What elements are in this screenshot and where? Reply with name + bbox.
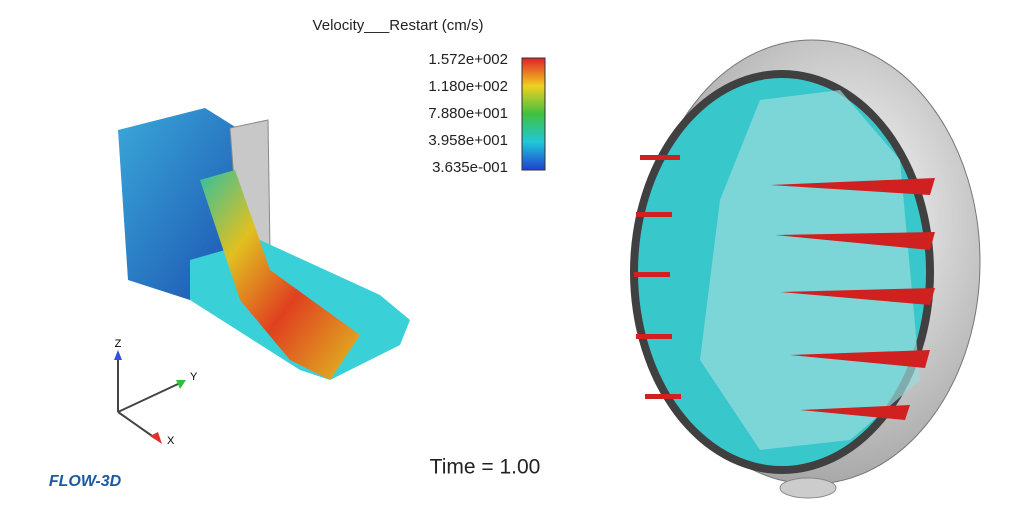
drum-model [630,39,981,499]
time-label: Time = 1.00 [430,456,541,479]
legend-label: 3.958e+001 [428,132,508,149]
legend-label: 3.635e-001 [432,159,508,176]
legend-label: 7.880e+001 [428,105,508,122]
legend-label: 1.180e+002 [428,78,508,95]
weir-model [118,108,410,380]
axis-label: Y [190,371,198,383]
axis-triad: Z Y X [114,338,198,447]
legend-label: 1.572e+002 [428,51,508,68]
logo: FLOW-3D [49,473,122,490]
color-bar [521,57,546,171]
axis-label: X [167,435,175,447]
legend-title: Velocity___Restart (cm/s) [313,17,484,34]
axis-label: Z [115,338,122,350]
